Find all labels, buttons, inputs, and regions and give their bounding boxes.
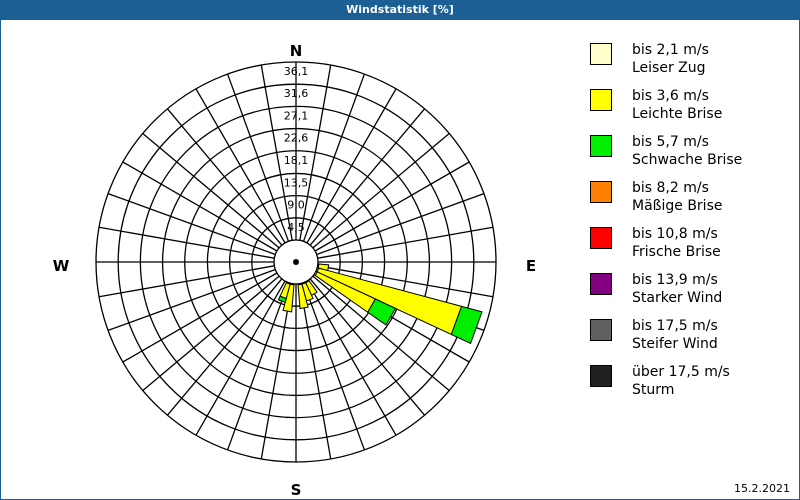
wind-bar-segment	[277, 295, 287, 303]
legend-swatch	[590, 181, 612, 203]
ring-label: 27,1	[284, 109, 309, 122]
legend-swatch	[590, 365, 612, 387]
legend-label: bis 17,5 m/s Steifer Wind	[632, 318, 718, 352]
legend-label: bis 3,6 m/s Leichte Brise	[632, 88, 723, 122]
legend-swatch	[590, 227, 612, 249]
ring-label: 22,6	[284, 132, 309, 145]
ring-label: 36,1	[284, 65, 309, 78]
wind-bar-segment	[317, 263, 330, 272]
grid-ring	[228, 194, 364, 330]
date-label: 15.2.2021	[734, 482, 790, 495]
legend-label: über 17,5 m/s Sturm	[632, 364, 730, 398]
wind-bar-segment	[450, 305, 483, 345]
legend-swatch	[590, 43, 612, 65]
compass-east: E	[526, 257, 536, 275]
compass-north: N	[290, 42, 303, 60]
compass-west: W	[53, 257, 70, 275]
grid-ring	[95, 61, 497, 463]
wind-rose-chart: 4,5 9,0 13,5 18,1 22,6 27,1 31,6 36,1 N E S W	[53, 42, 536, 499]
legend-label: bis 8,2 m/s Mäßige Brise	[632, 180, 723, 214]
grid-ring	[184, 150, 408, 374]
ring-label: 18,1	[284, 154, 309, 167]
grid-ring	[161, 127, 431, 397]
wind-bar-segment	[282, 283, 295, 313]
legend-swatch	[590, 89, 612, 111]
legend-label: bis 13,9 m/s Starker Wind	[632, 272, 723, 306]
legend-swatch	[590, 135, 612, 157]
legend-label: bis 5,7 m/s Schwache Brise	[632, 134, 743, 168]
grid-ring	[206, 172, 386, 352]
ring-label: 4,5	[287, 221, 305, 234]
legend-swatch	[590, 319, 612, 341]
legend-label: bis 2,1 m/s Leiser Zug	[632, 42, 709, 76]
grid-ring	[117, 83, 475, 441]
compass-south: S	[291, 481, 302, 499]
grid-ring	[139, 105, 453, 419]
ring-label: 9,0	[287, 199, 305, 212]
grid-ring	[251, 217, 341, 307]
legend-swatch	[590, 273, 612, 295]
wind-bar-segment	[297, 283, 309, 310]
ring-label: 13,5	[284, 176, 309, 189]
ring-label: 31,6	[284, 87, 309, 100]
wind-bar-segment	[367, 298, 397, 326]
legend-label: bis 10,8 m/s Frische Brise	[632, 226, 721, 260]
chart-title: Windstatistik [%]	[0, 0, 800, 20]
center-dot	[293, 259, 299, 265]
